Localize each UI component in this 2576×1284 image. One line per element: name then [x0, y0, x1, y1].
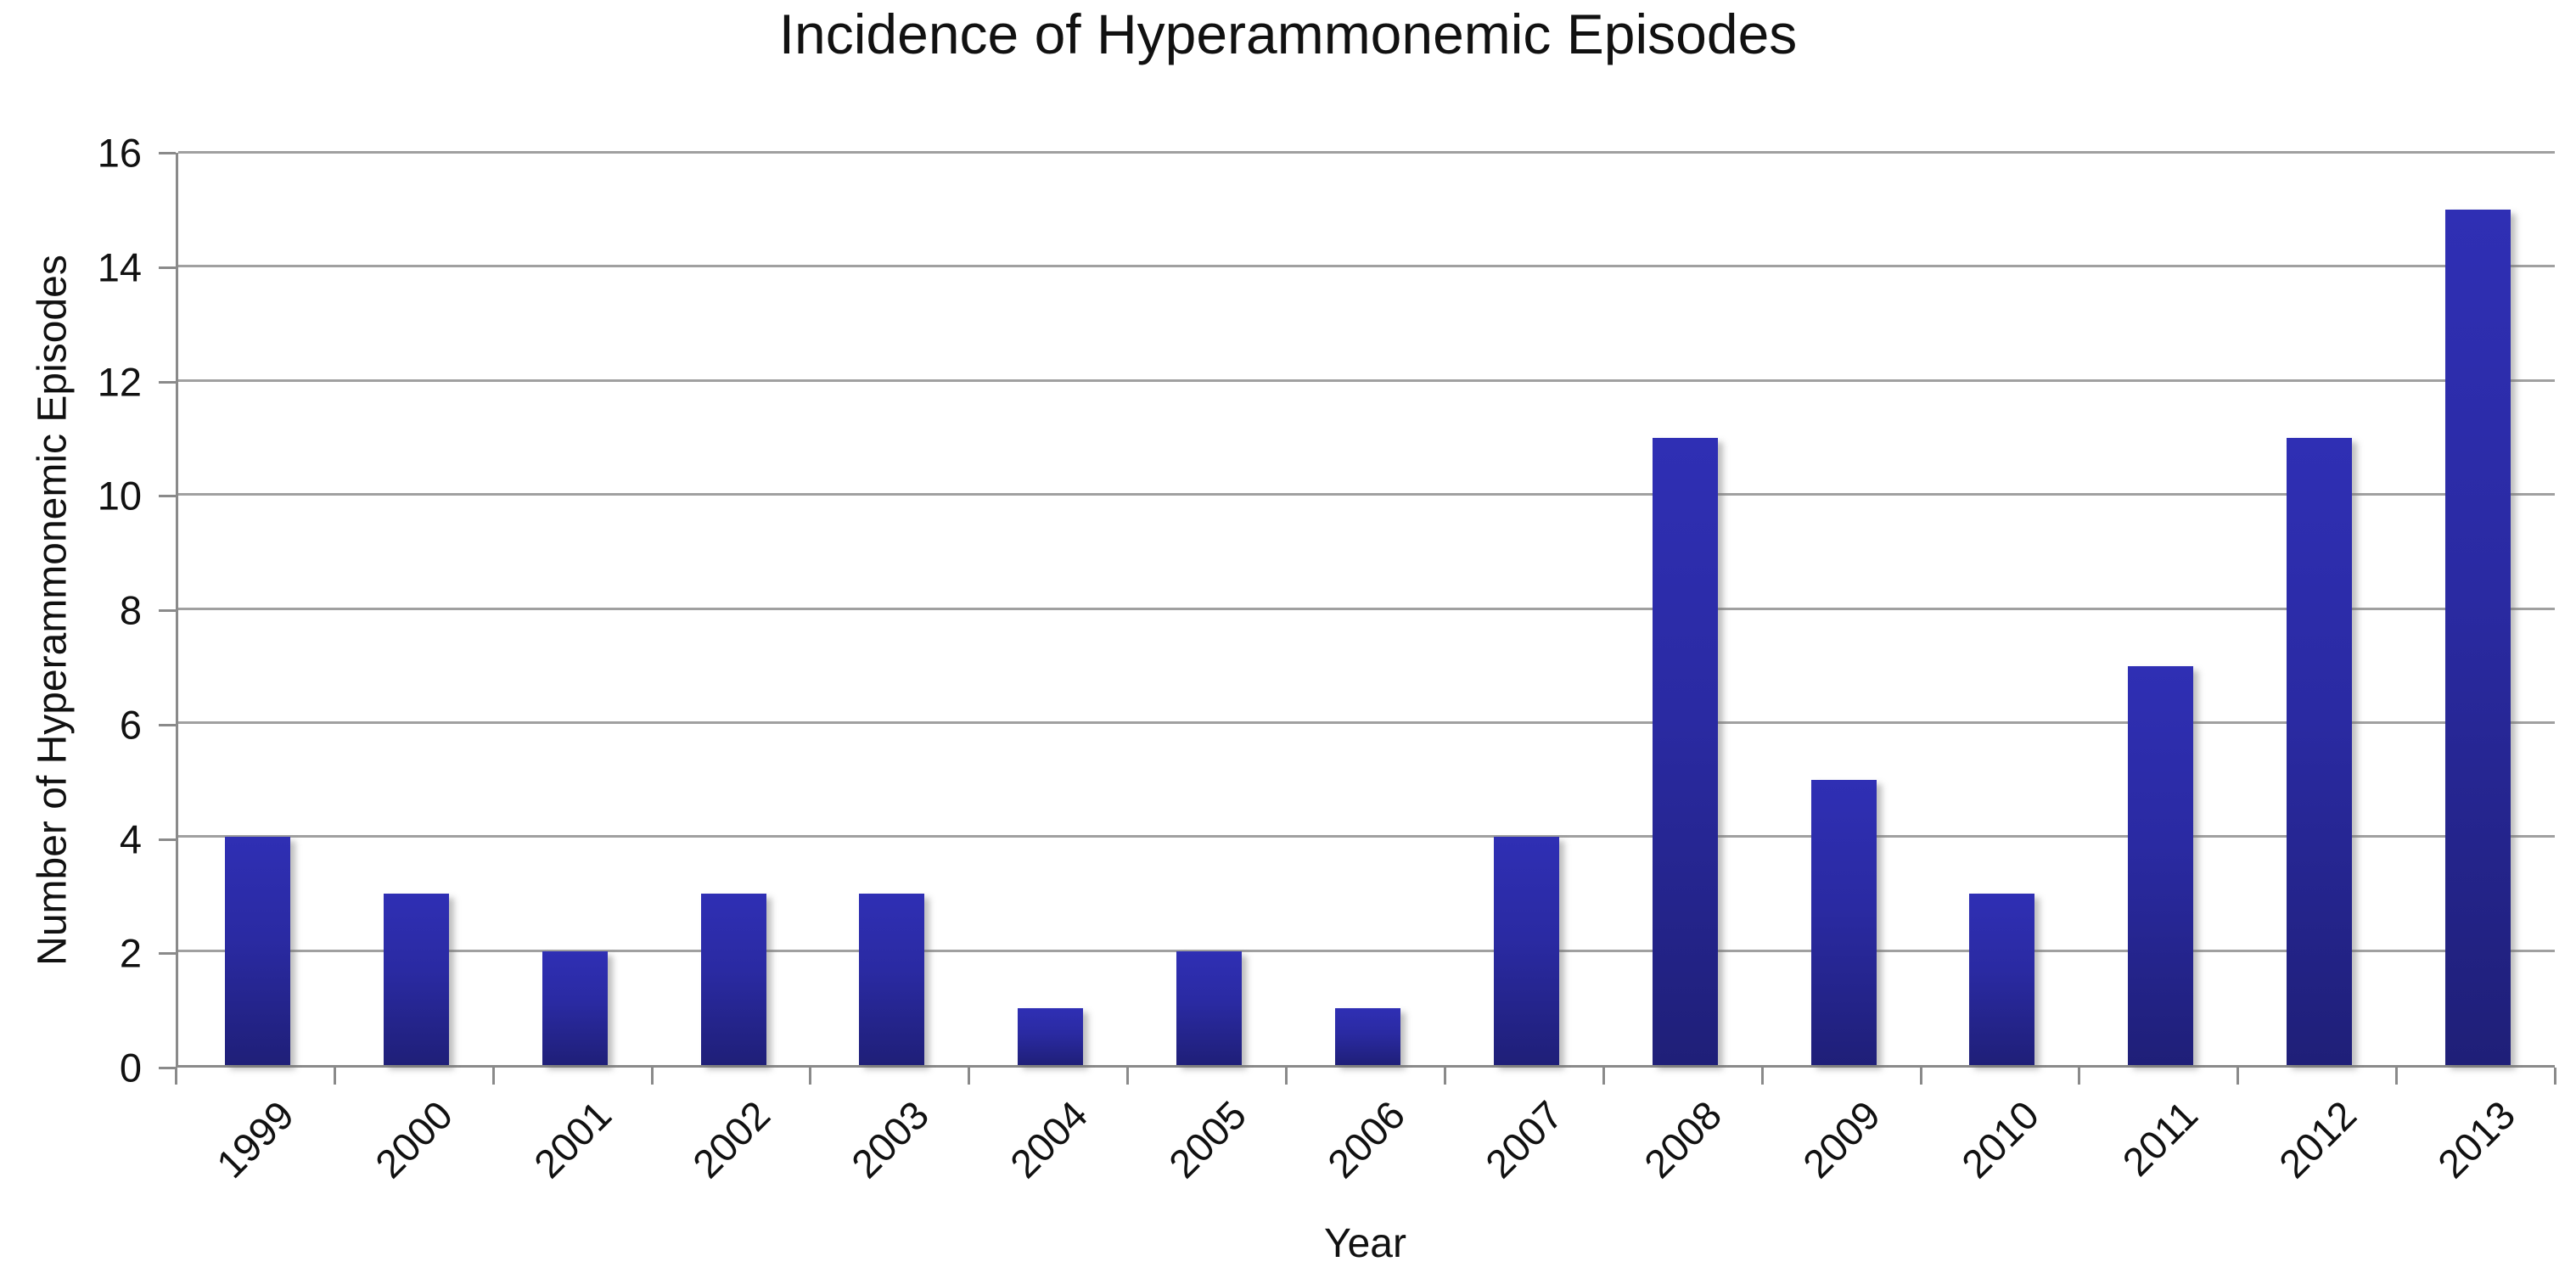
y-tick-mark-12 [159, 380, 176, 384]
gridline-y-6 [178, 720, 2555, 724]
x-tick-mark-0 [175, 1068, 177, 1085]
bar-2008 [1653, 437, 1718, 1065]
bar-2005 [1176, 950, 1242, 1065]
bar-2000 [384, 894, 449, 1065]
bar-2009 [1811, 780, 1877, 1065]
y-tick-mark-6 [159, 723, 176, 726]
bar-2011 [2128, 665, 2193, 1065]
gridline-y-12 [178, 378, 2555, 382]
y-tick-mark-10 [159, 495, 176, 498]
x-tick-label-2005: 2005 [1159, 1091, 1255, 1187]
gridline-y-10 [178, 493, 2555, 496]
bar-2012 [2287, 437, 2352, 1065]
chart-title: Incidence of Hyperammonemic Episodes [778, 3, 1798, 65]
bar-1999 [225, 837, 290, 1065]
y-tick-label-0: 0 [119, 1045, 142, 1091]
x-tick-label-2010: 2010 [1952, 1091, 2048, 1187]
x-tick-label-2000: 2000 [366, 1091, 462, 1187]
x-tick-label-2012: 2012 [2270, 1091, 2366, 1187]
y-tick-label-12: 12 [97, 359, 142, 404]
bar-2010 [1969, 894, 2034, 1065]
x-tick-mark-15 [2554, 1068, 2556, 1085]
x-axis-title: Year [1324, 1221, 1406, 1266]
bar-2004 [1018, 1007, 1083, 1065]
x-tick-label-1999: 1999 [207, 1091, 303, 1187]
bar-2003 [859, 894, 924, 1065]
y-tick-label-2: 2 [119, 930, 142, 976]
bar-2006 [1335, 1007, 1400, 1065]
y-tick-mark-14 [159, 266, 176, 269]
x-tick-label-2013: 2013 [2428, 1091, 2524, 1187]
y-tick-label-6: 6 [119, 702, 142, 748]
x-tick-mark-11 [1920, 1068, 1922, 1085]
gridline-y-16 [178, 151, 2555, 154]
x-tick-mark-9 [1602, 1068, 1605, 1085]
y-tick-mark-8 [159, 609, 176, 612]
x-tick-mark-1 [334, 1068, 336, 1085]
x-tick-label-2001: 2001 [525, 1091, 620, 1187]
y-tick-mark-2 [159, 952, 176, 956]
x-tick-label-2003: 2003 [842, 1091, 938, 1187]
bar-2013 [2445, 210, 2511, 1065]
bar-2007 [1494, 837, 1559, 1065]
x-tick-label-2007: 2007 [1476, 1091, 1572, 1187]
y-tick-mark-16 [159, 152, 176, 154]
gridline-y-14 [178, 265, 2555, 268]
x-tick-label-2004: 2004 [1001, 1091, 1097, 1187]
gridline-y-4 [178, 835, 2555, 838]
x-tick-label-2006: 2006 [1318, 1091, 1414, 1187]
x-tick-mark-2 [492, 1068, 495, 1085]
x-tick-mark-13 [2236, 1068, 2239, 1085]
y-tick-label-16: 16 [97, 130, 142, 176]
bar-2002 [701, 894, 766, 1065]
x-tick-mark-6 [1126, 1068, 1129, 1085]
gridline-y-2 [178, 949, 2555, 952]
bar-2001 [542, 950, 608, 1065]
x-tick-mark-8 [1444, 1068, 1446, 1085]
x-tick-mark-10 [1761, 1068, 1764, 1085]
x-tick-mark-5 [968, 1068, 970, 1085]
x-tick-mark-7 [1285, 1068, 1288, 1085]
x-tick-label-2002: 2002 [683, 1091, 779, 1187]
y-tick-label-14: 14 [97, 244, 142, 290]
x-tick-mark-3 [651, 1068, 654, 1085]
plot-area [176, 151, 2555, 1068]
x-tick-label-2011: 2011 [2113, 1091, 2207, 1185]
y-tick-label-4: 4 [119, 816, 142, 861]
y-tick-label-8: 8 [119, 587, 142, 633]
x-tick-mark-12 [2078, 1068, 2080, 1085]
gridline-y-8 [178, 607, 2555, 610]
y-tick-label-10: 10 [97, 473, 142, 519]
x-tick-mark-4 [809, 1068, 811, 1085]
x-tick-mark-14 [2395, 1068, 2398, 1085]
x-tick-label-2009: 2009 [1793, 1091, 1889, 1187]
y-tick-mark-4 [159, 838, 176, 841]
y-tick-mark-0 [159, 1067, 176, 1069]
x-tick-label-2008: 2008 [1635, 1091, 1731, 1187]
